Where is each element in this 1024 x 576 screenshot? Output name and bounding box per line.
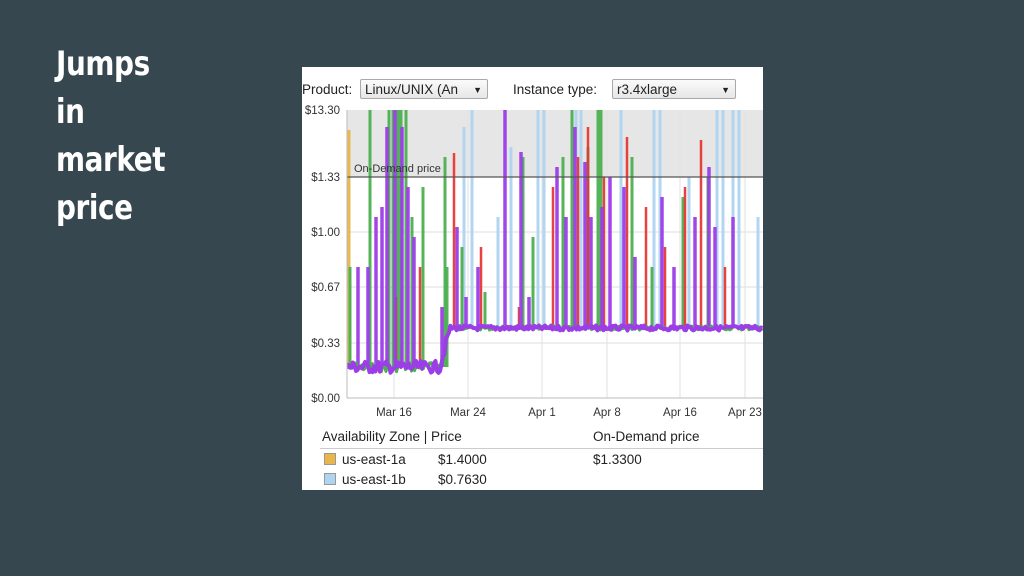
legend-header-zone: Availability Zone | Price <box>322 429 462 444</box>
y-tick-label: $0.67 <box>311 282 340 294</box>
on-demand-label: On-Demand price <box>354 163 441 175</box>
y-tick-label: $0.00 <box>311 393 340 405</box>
legend-zone: us-east-1a <box>342 452 406 467</box>
legend-swatch <box>324 473 336 485</box>
legend-swatch <box>324 453 336 465</box>
legend-price: $1.4000 <box>438 452 487 467</box>
slide-title: Jumps in market price <box>56 40 166 232</box>
y-tick-label: $1.00 <box>311 227 340 239</box>
title-line: market <box>56 140 166 180</box>
series-baseline-purple <box>346 323 763 375</box>
legend-row[interactable]: us-east-1b $0.7630 <box>324 470 754 490</box>
legend-header-ondemand: On-Demand price <box>593 429 700 444</box>
legend-ondemand-price: $1.3300 <box>593 452 642 467</box>
instance-type-select-value: r3.4xlarge <box>617 82 678 97</box>
x-tick-label: Apr 8 <box>593 407 621 419</box>
legend-zone: us-east-1b <box>342 472 406 487</box>
x-tick-label: Apr 1 <box>528 407 556 419</box>
legend-row[interactable]: us-east-1a $1.4000 $1.3300 <box>324 450 754 470</box>
x-tick-label: Apr 23 <box>728 407 762 419</box>
above-on-demand-band <box>347 110 763 177</box>
spot-price-panel: Product: Linux/UNIX (An ▼ Instance type:… <box>302 67 763 490</box>
title-line: in <box>56 92 85 132</box>
x-tick-label: Mar 24 <box>450 407 486 419</box>
x-tick-label: Mar 16 <box>376 407 412 419</box>
x-tick-label: Apr 16 <box>663 407 697 419</box>
title-line: Jumps <box>56 44 150 84</box>
product-label: Product: <box>302 82 353 97</box>
spot-price-chart: $13.30 $1.33 $1.00 $0.67 $0.33 $0.00 Mar 16 Mar… <box>305 105 763 419</box>
dropdown-arrow-icon: ▼ <box>721 85 730 95</box>
product-select[interactable]: Linux/UNIX (An ▼ <box>360 79 488 99</box>
y-tick-label: $13.30 <box>305 105 340 117</box>
y-tick-label: $1.33 <box>311 172 340 184</box>
y-tick-label: $0.33 <box>311 338 340 350</box>
instance-type-label: Instance type: <box>513 82 598 97</box>
product-select-value: Linux/UNIX (An <box>365 82 459 97</box>
title-line: price <box>56 188 133 228</box>
instance-type-select[interactable]: r3.4xlarge ▼ <box>612 79 736 99</box>
legend-price: $0.7630 <box>438 472 487 487</box>
legend-divider <box>320 448 763 449</box>
dropdown-arrow-icon: ▼ <box>473 85 482 95</box>
